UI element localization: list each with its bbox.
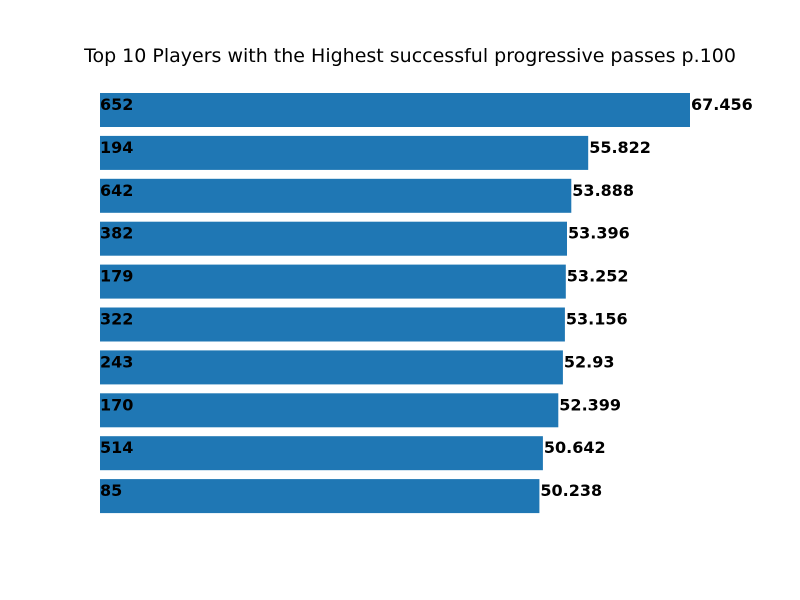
category-label: 652 (100, 95, 133, 114)
value-label: 52.399 (559, 395, 621, 414)
bar-85 (100, 479, 540, 514)
category-label: 382 (100, 224, 133, 243)
value-label: 53.396 (568, 224, 630, 243)
bar-514 (100, 436, 543, 471)
bar-322 (100, 307, 565, 342)
category-label: 243 (100, 352, 133, 371)
category-label: 179 (100, 267, 133, 286)
bar-243 (100, 350, 563, 385)
category-label: 514 (100, 438, 133, 457)
bar-642 (100, 178, 572, 213)
bar-194 (100, 135, 589, 170)
bar-170 (100, 393, 559, 428)
value-label: 55.822 (589, 138, 651, 157)
value-label: 53.252 (567, 267, 629, 286)
category-label: 642 (100, 181, 133, 200)
category-label: 170 (100, 395, 133, 414)
bar-652 (100, 93, 690, 127)
category-label: 194 (100, 138, 133, 157)
value-label: 53.156 (566, 310, 628, 329)
bar-179 (100, 264, 566, 299)
category-label: 322 (100, 310, 133, 329)
category-label: 85 (100, 481, 122, 500)
value-label: 67.456 (691, 95, 753, 114)
value-label: 50.238 (540, 481, 602, 500)
value-label: 52.93 (564, 352, 615, 371)
value-label: 50.642 (544, 438, 606, 457)
value-label: 53.888 (572, 181, 634, 200)
bars-group: 652 67.456 194 55.822 642 53.888 382 53.396 179 5… (100, 93, 753, 514)
chart-title: Top 10 Players with the Highest successf… (83, 45, 736, 67)
bar-382 (100, 221, 567, 256)
